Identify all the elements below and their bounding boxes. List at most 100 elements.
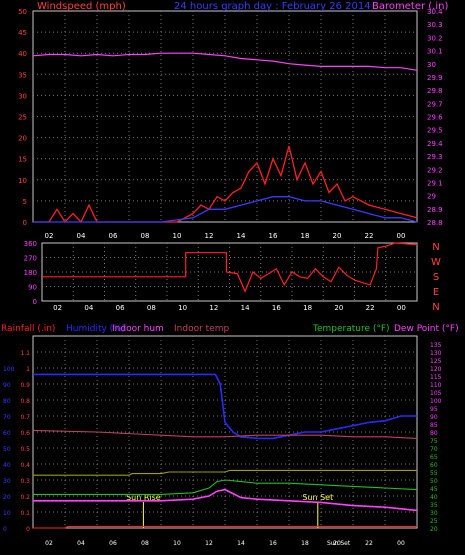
temp-tick-label: 50 xyxy=(430,478,438,485)
series-barometer xyxy=(32,52,418,71)
x-tick-label: 12 xyxy=(205,540,213,547)
temp-tick-label: 110 xyxy=(430,382,442,389)
legend-right-item: Temperature (°F) xyxy=(312,324,390,334)
chart-title: 24 hours graph day : February 26 2014 xyxy=(174,1,371,12)
compass-letter: E xyxy=(433,287,439,298)
x-tick-label: 06 xyxy=(109,540,117,547)
x-tick-label: 20 xyxy=(334,304,343,312)
x-tick-label: Sun Set xyxy=(327,540,351,547)
x-tick-label: 16 xyxy=(269,540,277,547)
legend-left-item: Humidity (%) xyxy=(66,324,125,334)
legend-left-item: Rainfall (.in) xyxy=(1,324,55,334)
y-tick-label: 40 xyxy=(18,50,27,58)
x-tick-label: 22 xyxy=(365,232,374,240)
temp-tick-label: 35 xyxy=(430,502,438,509)
y-tick-label: 45 xyxy=(18,29,27,37)
x-tick-label: 16 xyxy=(269,232,278,240)
humidity-tick-label: 10 xyxy=(3,510,11,517)
legend-left-item: Indoor hum xyxy=(112,324,164,334)
sun-annotation: Sun Rise xyxy=(126,493,161,502)
x-tick-label: 04 xyxy=(77,232,86,240)
y2-tick-label: 28.9 xyxy=(427,206,443,214)
rain-tick-label: 0.1 xyxy=(20,510,30,517)
temp-tick-label: 135 xyxy=(430,342,442,349)
compass-letter: N xyxy=(432,242,439,253)
x-tick-label: 22 xyxy=(365,540,373,547)
y-tick-label: 5 xyxy=(23,198,27,206)
temp-tick-label: 130 xyxy=(430,350,442,357)
y2-tick-label: 29.5 xyxy=(427,127,443,135)
y-tick-label: 360 xyxy=(24,240,37,248)
temp-tick-label: 65 xyxy=(430,454,438,461)
x-tick-label: 06 xyxy=(109,232,118,240)
compass-letter: W xyxy=(431,257,441,268)
x-tick-label: 12 xyxy=(209,304,218,312)
rain-tick-label: 0 xyxy=(26,526,30,533)
temp-tick-label: 75 xyxy=(430,438,438,445)
rain-tick-label: 0.4 xyxy=(20,462,30,469)
legend-left-item: Indoor temp xyxy=(174,324,229,334)
y-tick-label: 0 xyxy=(33,298,37,306)
y2-tick-label: 30.3 xyxy=(427,21,443,29)
rain-tick-label: 1 xyxy=(26,366,30,373)
x-tick-label: 18 xyxy=(301,232,310,240)
x-tick-label: 14 xyxy=(237,232,246,240)
temp-tick-label: 100 xyxy=(430,398,442,405)
temp-tick-label: 45 xyxy=(430,486,438,493)
x-tick-label: 10 xyxy=(173,232,182,240)
y2-axis-title: Barometer (.in) xyxy=(372,1,448,12)
humidity-tick-label: 50 xyxy=(3,446,11,453)
temp-tick-label: 30 xyxy=(430,510,438,517)
x-tick-label: 02 xyxy=(45,540,53,547)
compass-letter: N xyxy=(432,302,439,313)
x-tick-label: 14 xyxy=(237,540,245,547)
x-tick-label: 02 xyxy=(45,232,54,240)
rain-tick-label: 0.9 xyxy=(20,382,30,389)
series-indoor_temp xyxy=(32,429,418,439)
temp-tick-label: 85 xyxy=(430,422,438,429)
rain-tick-label: 0.7 xyxy=(20,414,30,421)
series-gust_avg xyxy=(33,196,418,223)
temp-tick-label: 95 xyxy=(430,406,438,413)
y2-tick-label: 30.4 xyxy=(427,8,443,16)
y-tick-label: 35 xyxy=(18,71,27,79)
y2-tick-label: 28.8 xyxy=(427,219,443,227)
temp-tick-label: 125 xyxy=(430,358,442,365)
temp-tick-label: 120 xyxy=(430,366,442,373)
humidity-tick-label: 90 xyxy=(3,382,11,389)
y-tick-label: 20 xyxy=(18,135,27,143)
x-tick-label: 00 xyxy=(397,232,406,240)
series-dew_point xyxy=(33,488,418,512)
legend-right-item: Dew Point (°F) xyxy=(394,324,459,334)
y2-tick-label: 30 xyxy=(427,61,436,69)
humidity-tick-label: 80 xyxy=(3,398,11,405)
series-direction xyxy=(42,242,418,293)
humidity-tick-label: 100 xyxy=(3,366,15,373)
humidity-tick-label: 20 xyxy=(3,494,11,501)
x-tick-label: 04 xyxy=(84,304,93,312)
x-tick-label: 02 xyxy=(53,304,62,312)
series-humidity xyxy=(33,373,417,440)
sun-annotation: Sun Set xyxy=(302,493,333,502)
x-tick-label: 18 xyxy=(303,304,312,312)
rain-tick-label: 0.6 xyxy=(20,430,30,437)
y-tick-label: 10 xyxy=(18,177,27,185)
series-rain xyxy=(33,525,417,529)
series-wind xyxy=(33,145,418,224)
y2-tick-label: 30.2 xyxy=(427,34,443,42)
rain-tick-label: 0.8 xyxy=(20,398,30,405)
y-tick-label: 30 xyxy=(18,92,27,100)
y2-tick-label: 29.4 xyxy=(427,140,443,148)
temp-tick-label: 55 xyxy=(430,470,438,477)
x-tick-label: 08 xyxy=(141,232,150,240)
temp-tick-label: 70 xyxy=(430,446,438,453)
y-tick-label: 25 xyxy=(18,114,27,122)
x-tick-label: 08 xyxy=(141,540,149,547)
x-tick-label: 22 xyxy=(366,304,375,312)
temp-tick-label: 20 xyxy=(430,526,438,533)
temp-tick-label: 80 xyxy=(430,430,438,437)
y-tick-label: 270 xyxy=(24,255,37,263)
y2-tick-label: 29.9 xyxy=(427,74,443,82)
